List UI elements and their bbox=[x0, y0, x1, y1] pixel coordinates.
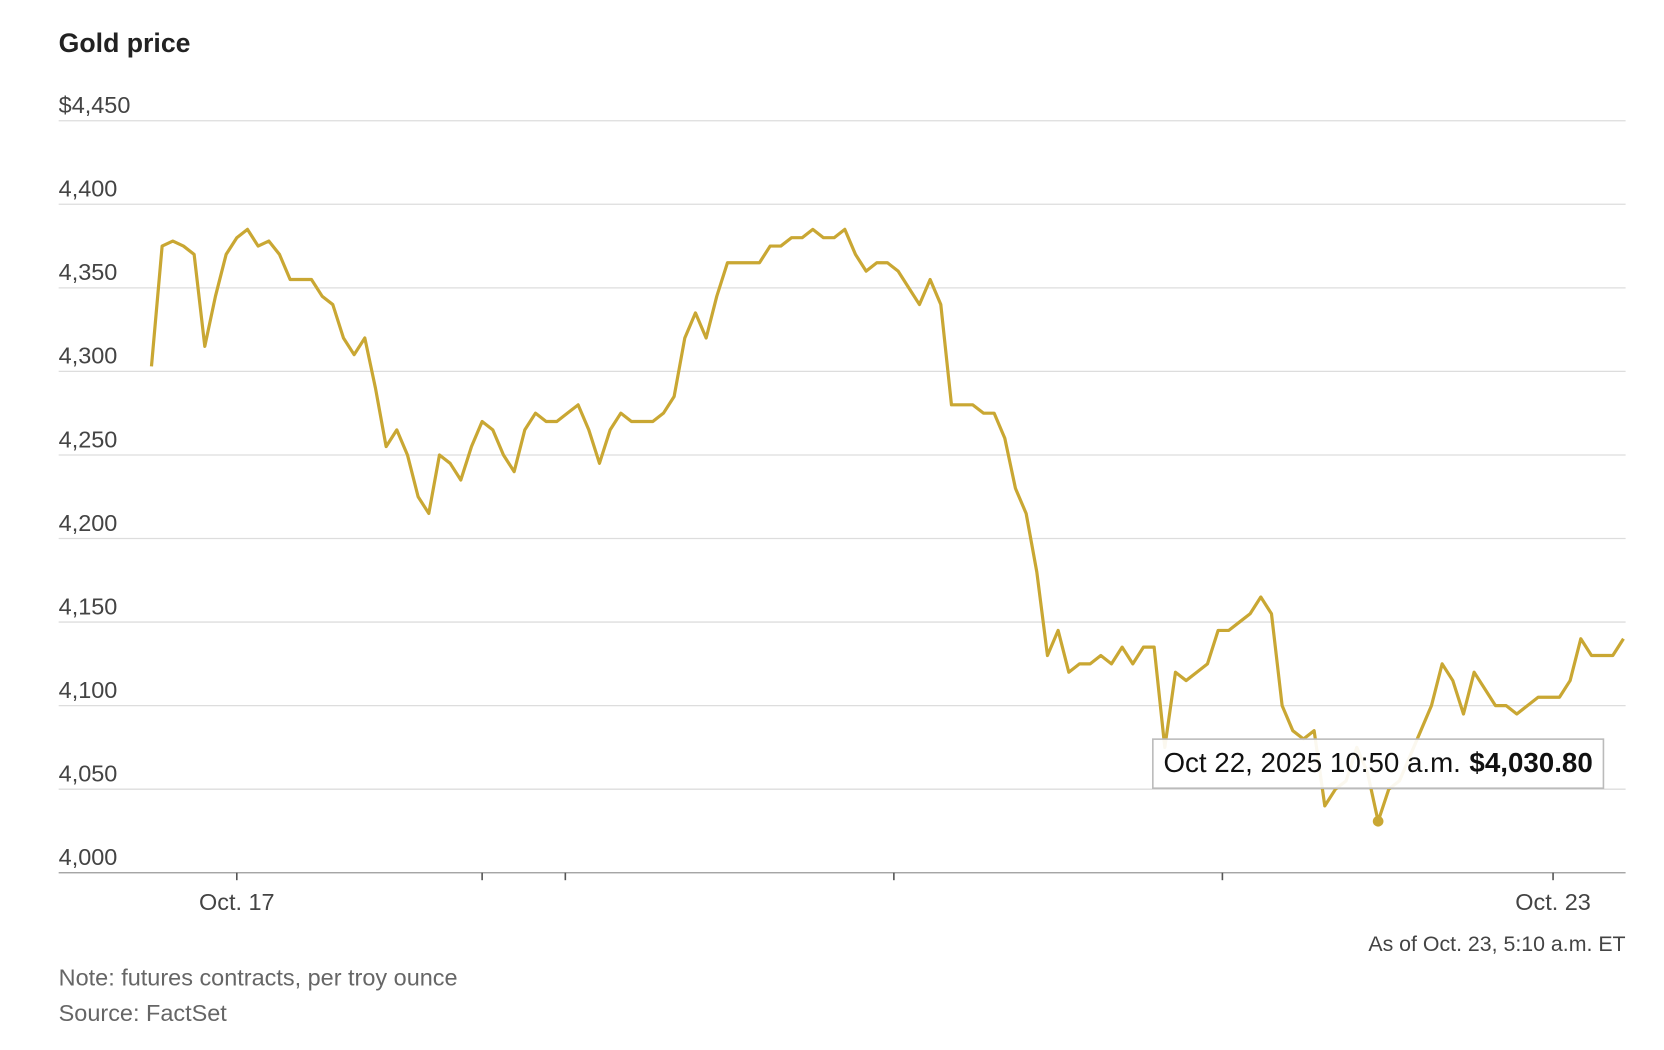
y-tick-label: 4,100 bbox=[59, 677, 118, 703]
y-tick-label: 4,000 bbox=[59, 844, 118, 870]
x-tick-label: Oct. 17 bbox=[199, 889, 275, 915]
highlight-point bbox=[1372, 815, 1384, 827]
y-tick-label: 4,200 bbox=[59, 510, 118, 536]
as-of: As of Oct. 23, 5:10 a.m. ET bbox=[1368, 932, 1625, 956]
chart-title: Gold price bbox=[59, 28, 191, 58]
y-tick-label: 4,300 bbox=[59, 343, 118, 369]
source: Source: FactSet bbox=[59, 1000, 228, 1026]
x-tick-label: Oct. 23 bbox=[1515, 889, 1591, 915]
tooltip-box bbox=[1152, 738, 1605, 789]
tooltip-value: $4,030.80 bbox=[1469, 747, 1592, 778]
y-tick-label: 4,150 bbox=[59, 593, 118, 619]
y-tick-label: $4,450 bbox=[59, 92, 131, 118]
y-tick-label: 4,050 bbox=[59, 761, 118, 787]
y-tick-label: 4,250 bbox=[59, 426, 118, 452]
y-tick-label: 4,400 bbox=[59, 176, 118, 202]
tooltip-date: Oct 22, 2025 10:50 a.m. bbox=[1163, 747, 1460, 778]
price-line bbox=[149, 227, 1625, 823]
tooltip: Oct 22, 2025 10:50 a.m. $4,030.80 bbox=[1152, 738, 1605, 789]
note: Note: futures contracts, per troy ounce bbox=[59, 965, 458, 991]
y-tick-label: 4,350 bbox=[59, 259, 118, 285]
